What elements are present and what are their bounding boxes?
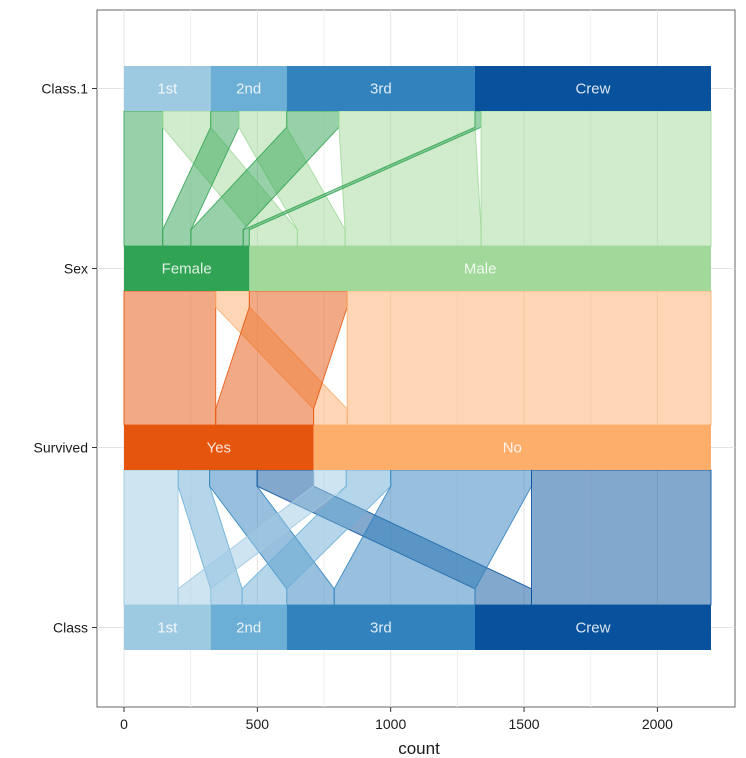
ribbon-1st-to-female [123,110,164,247]
ribbons [123,110,712,606]
bar-sex-male [249,246,711,291]
bar-class-1-crew [474,66,711,111]
y-tick-label: Sex [64,261,88,277]
y-tick-label: Class.1 [41,81,88,97]
bar-class-1st [124,605,211,650]
x-tick-label: 2000 [642,716,673,732]
ribbon-male-to-no [346,290,712,426]
bar-label: Crew [575,620,610,637]
bar-label: 2nd [236,81,261,98]
bar-class-1-3rd [286,66,475,111]
category-labels: 1st 2nd 3rd Crew Female Male Yes No 1st 2nd 3rd Cre… [157,81,610,637]
x-tick-label: 1500 [508,716,539,732]
ribbon-yes-to-1st [123,469,179,606]
y-tick-label: Survived [34,440,88,456]
bar-survived-no [313,425,711,470]
x-axis-title: count [398,739,440,758]
x-axis: 0 500 1000 1500 2000 [120,707,673,732]
x-tick-label: 1000 [375,716,406,732]
y-axis: Class.1 Sex Survived Class [34,81,97,636]
bar-label: Crew [575,81,610,98]
bar-label: No [503,440,522,457]
ribbon-crew-to-male [480,110,712,247]
bar-label: 3rd [370,81,392,98]
y-tick-label: Class [53,620,88,636]
bar-survived-yes [124,425,314,470]
bar-label: Male [464,261,497,278]
bar-class-1-2nd [210,66,287,111]
bar-class-3rd [286,605,475,650]
bar-label: Female [162,261,212,278]
bar-label: 3rd [370,620,392,637]
ribbon-female-to-yes [123,290,217,426]
bar-class-1-1st [124,66,211,111]
ribbon-no-to-crew [531,469,712,606]
category-bars [124,66,711,650]
x-tick-label: 500 [246,716,270,732]
bar-label: 2nd [236,620,261,637]
x-tick-label: 0 [120,716,128,732]
bar-class-crew [474,605,711,650]
bar-label: 1st [157,620,178,637]
bar-sex-female [124,246,250,291]
bar-class-2nd [210,605,287,650]
bar-label: Yes [207,440,231,457]
bar-label: 1st [157,81,178,98]
